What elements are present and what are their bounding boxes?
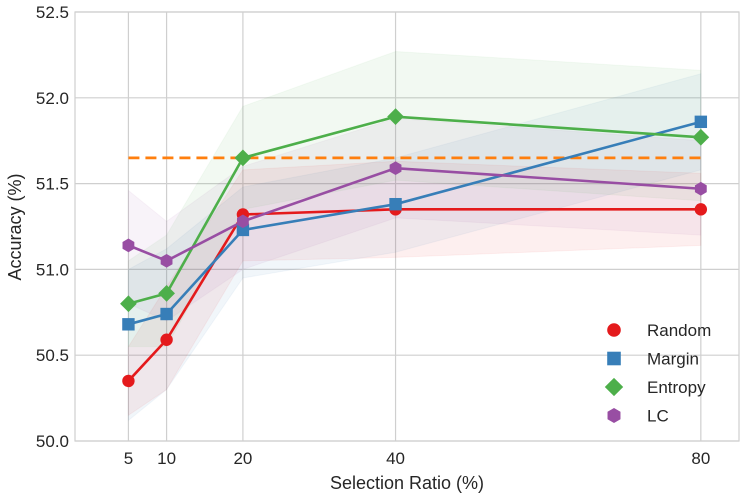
legend-label-entropy: Entropy	[647, 378, 706, 397]
y-tick-labels: 50.0 50.5 51.0 51.5 52.0 52.5	[36, 3, 69, 451]
plot-background	[75, 12, 739, 441]
plot-frame	[74, 11, 740, 442]
marker-lc-20	[237, 214, 249, 229]
y-tick-label: 51.5	[36, 175, 69, 194]
x-tick-label: 80	[691, 449, 710, 468]
series-markers	[120, 108, 710, 388]
marker-margin-20	[236, 223, 250, 237]
y-axis-label: Accuracy (%)	[5, 173, 25, 280]
y-tick-label: 50.0	[36, 432, 69, 451]
legend-marker-lc	[607, 408, 621, 423]
legend-marker-random	[607, 323, 621, 337]
marker-entropy-40	[387, 108, 404, 126]
legend-label-random: Random	[647, 321, 711, 340]
marker-margin-80	[694, 115, 708, 129]
marker-lc-5	[122, 238, 135, 253]
marker-random-80	[694, 203, 708, 216]
x-tick-label: 20	[233, 449, 252, 468]
y-tick-label: 52.0	[36, 89, 69, 108]
legend-label-margin: Margin	[647, 350, 699, 369]
band-lc	[127, 117, 702, 322]
marker-margin-40	[389, 197, 402, 211]
marker-lc-10	[160, 254, 173, 268]
legend-label-lc: LC	[647, 407, 669, 426]
x-tick-label: 5	[124, 449, 133, 468]
legend: Random Margin Entropy LC	[604, 321, 711, 426]
marker-entropy-20	[234, 149, 252, 167]
marker-entropy-80	[692, 128, 710, 146]
y-tick-label: 50.5	[36, 346, 69, 365]
marker-entropy-10	[158, 285, 175, 302]
x-tick-label: 40	[386, 449, 405, 468]
legend-marker-margin	[607, 351, 621, 366]
legend-marker-entropy	[604, 377, 624, 397]
marker-margin-10	[160, 307, 173, 321]
marker-lc-80	[694, 181, 707, 196]
x-axis-label: Selection Ratio (%)	[330, 473, 484, 493]
marker-margin-5	[122, 318, 135, 331]
x-tick-label: 10	[157, 449, 176, 468]
marker-random-10	[160, 333, 173, 346]
marker-lc-40	[389, 161, 402, 175]
marker-entropy-5	[120, 295, 137, 313]
band-entropy	[127, 50, 702, 348]
y-tick-label: 51.0	[36, 260, 69, 279]
marker-random-5	[122, 374, 135, 388]
x-tick-labels: 5 10 20 40 80	[124, 449, 711, 468]
y-tick-label: 52.5	[36, 3, 69, 22]
